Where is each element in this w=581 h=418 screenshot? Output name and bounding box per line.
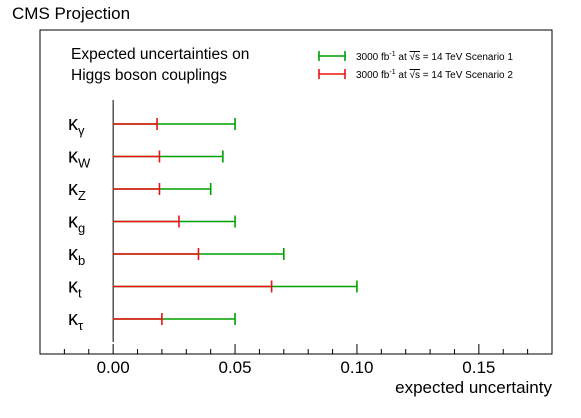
x-tick-label: 0.10 <box>340 358 373 377</box>
x-axis-label: expected uncertainty <box>395 378 552 397</box>
x-tick-label: 0.15 <box>462 358 495 377</box>
legend-entry: 3000 fb-1 at √s = 14 TeV Scenario 1 <box>356 51 513 63</box>
coupling-label: κγ <box>68 113 85 138</box>
legend-entry: 3000 fb-1 at √s = 14 TeV Scenario 2 <box>356 69 513 81</box>
coupling-label: κW <box>68 146 91 171</box>
coupling-label: κZ <box>68 178 86 203</box>
plot-frame <box>39 29 553 355</box>
cms-projection-label: CMS Projection <box>12 4 131 23</box>
chart-title-line: Higgs boson couplings <box>71 67 227 84</box>
x-tick-label: 0.00 <box>97 358 130 377</box>
coupling-label: κτ <box>68 308 84 333</box>
chart-title-line: Expected uncertainties on <box>71 46 249 63</box>
coupling-label: κb <box>68 243 85 268</box>
x-tick-label: 0.05 <box>219 358 252 377</box>
coupling-label: κt <box>68 276 82 301</box>
coupling-label: κg <box>68 211 85 236</box>
